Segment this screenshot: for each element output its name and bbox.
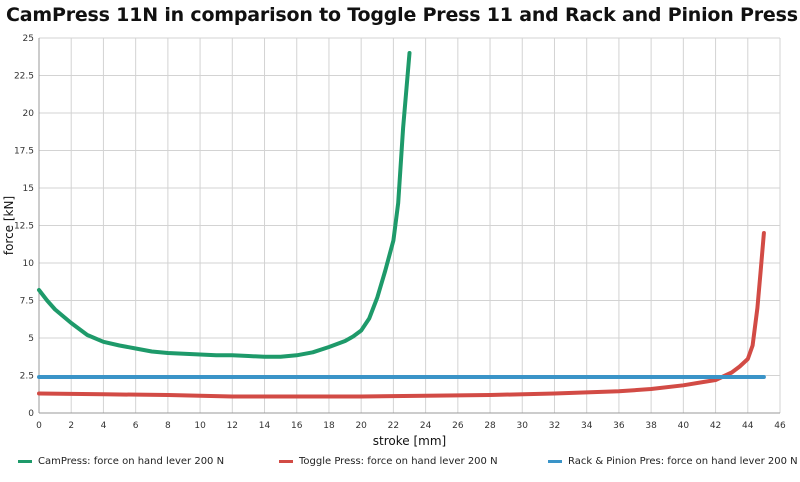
x-tick-label: 2	[68, 421, 74, 431]
x-tick-label: 24	[420, 421, 432, 431]
x-tick-label: 18	[323, 421, 335, 431]
x-tick-label: 38	[645, 421, 657, 431]
legend: CamPress: force on hand lever 200 N Togg…	[0, 454, 800, 474]
legend-swatch-campress	[18, 460, 32, 463]
y-axis-label: force [kN]	[2, 196, 16, 255]
x-tick-label: 44	[742, 421, 754, 431]
y-tick-label: 7.5	[20, 297, 34, 307]
legend-item-rack-pinion: Rack & Pinion Pres: force on hand lever …	[548, 456, 798, 467]
y-tick-label: 17.5	[14, 147, 34, 157]
x-tick-label: 14	[259, 421, 271, 431]
y-tick-label: 12.5	[14, 222, 34, 232]
x-tick-label: 0	[36, 421, 42, 431]
tick-labels: 0 2 4 6 8 10 12 14 16 18 20 22 24 26 28 30 32 34 36 38 40 42 4…	[14, 34, 786, 431]
y-tick-label: 25	[23, 34, 34, 44]
x-tick-label: 26	[452, 421, 464, 431]
x-tick-label: 16	[291, 421, 303, 431]
y-tick-label: 0	[28, 409, 34, 419]
legend-swatch-rack-pinion	[548, 460, 562, 463]
y-tick-label: 10	[23, 259, 35, 269]
x-tick-label: 22	[388, 421, 399, 431]
x-tick-label: 6	[133, 421, 139, 431]
x-tick-label: 34	[581, 421, 593, 431]
x-tick-label: 32	[549, 421, 560, 431]
x-tick-label: 28	[484, 421, 496, 431]
legend-label-campress: CamPress: force on hand lever 200 N	[38, 456, 225, 467]
series-line-toggle-press	[37, 231, 766, 399]
y-tick-label: 15	[23, 184, 34, 194]
line-chart: 0 2 4 6 8 10 12 14 16 18 20 22 24 26 28 30 32 34 36 38 40 42 4…	[2, 34, 786, 448]
x-axis-label: stroke [mm]	[373, 434, 446, 448]
x-tick-label: 10	[194, 421, 206, 431]
legend-item-toggle-press: Toggle Press: force on hand lever 200 N	[279, 456, 498, 467]
y-tick-label: 20	[23, 109, 35, 119]
x-tick-label: 30	[517, 421, 529, 431]
x-tick-label: 42	[710, 421, 721, 431]
x-tick-label: 46	[774, 421, 786, 431]
x-tick-label: 40	[678, 421, 690, 431]
y-tick-label: 5	[28, 334, 34, 344]
legend-swatch-toggle-press	[279, 460, 293, 463]
y-tick-label: 2.5	[20, 372, 34, 382]
legend-label-rack-pinion: Rack & Pinion Pres: force on hand lever …	[568, 456, 798, 467]
x-tick-label: 8	[165, 421, 171, 431]
series-lines	[37, 51, 766, 399]
x-tick-label: 4	[101, 421, 107, 431]
legend-label-toggle-press: Toggle Press: force on hand lever 200 N	[299, 456, 498, 467]
gridlines	[38, 37, 781, 414]
y-tick-label: 22.5	[14, 72, 34, 82]
x-tick-label: 36	[613, 421, 625, 431]
series-line-campress	[37, 51, 412, 359]
legend-item-campress: CamPress: force on hand lever 200 N	[18, 456, 224, 467]
x-tick-label: 20	[355, 421, 367, 431]
chart-title: CamPress 11N in comparison to Toggle Pre…	[6, 4, 800, 26]
x-tick-label: 12	[227, 421, 238, 431]
